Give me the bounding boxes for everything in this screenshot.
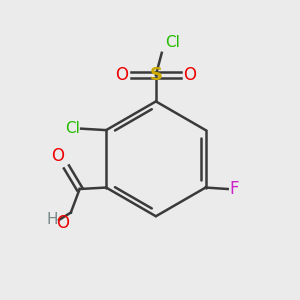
Text: Cl: Cl: [65, 121, 80, 136]
Text: F: F: [229, 180, 239, 198]
Text: Cl: Cl: [165, 35, 180, 50]
Text: O: O: [51, 148, 64, 166]
Text: H: H: [46, 212, 58, 227]
Text: S: S: [149, 66, 162, 84]
Text: O: O: [116, 66, 128, 84]
Text: O: O: [56, 214, 69, 232]
Text: O: O: [183, 66, 196, 84]
